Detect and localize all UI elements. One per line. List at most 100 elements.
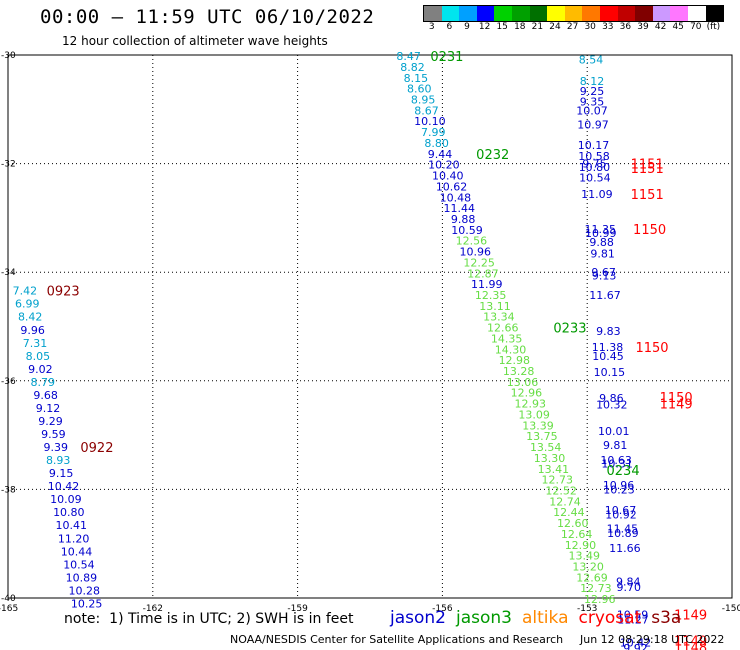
wave-height-value: 12.60	[557, 517, 589, 530]
colorbar-label: 18	[514, 22, 526, 32]
colorbar-label: 24	[549, 22, 561, 32]
pass-time-label: 1150	[633, 223, 666, 238]
colorbar-swatch	[705, 6, 724, 21]
colorbar-swatch	[476, 6, 495, 21]
lat-tick-label: -32	[1, 160, 16, 170]
lat-tick-label: -40	[1, 594, 16, 604]
wave-height-value: 10.54	[579, 172, 611, 185]
wave-height-value: 8.15	[404, 72, 429, 85]
colorbar-swatch	[582, 6, 600, 21]
wave-height-value: 8.12	[580, 75, 605, 88]
wave-height-value: 9.86	[599, 392, 624, 405]
colorbar-label: 45	[672, 22, 684, 32]
wave-height-value: 10.17	[578, 139, 610, 152]
wave-height-value: 9.15	[49, 467, 74, 480]
wave-height-value: 12.96	[511, 387, 543, 400]
wave-height-value: 12.66	[487, 322, 519, 335]
wave-height-value: 9.25	[580, 85, 605, 98]
wave-height-value: 9.35	[580, 96, 605, 109]
colorbar-swatch	[635, 6, 653, 21]
wave-height-value: 12.44	[553, 506, 585, 519]
pass-time-label: 1149	[674, 608, 707, 623]
lon-tick-label: -150	[722, 604, 740, 614]
wave-height-value: 11.45	[607, 522, 639, 535]
wave-height-value: 14.30	[495, 343, 527, 356]
wave-height-value: 12.90	[565, 539, 597, 552]
legend-item-altika: altika	[522, 608, 569, 628]
wave-height-value: 13.28	[503, 365, 535, 378]
lon-tick-label: -162	[143, 604, 163, 614]
pass-time-label: 1151	[631, 188, 664, 203]
wave-height-value: 9.75	[582, 158, 607, 171]
wave-height-value: 10.32	[596, 399, 628, 412]
wave-height-value: 11.44	[444, 202, 476, 215]
wave-height-value: 10.89	[607, 527, 639, 540]
pass-time-label: 0233	[553, 322, 586, 337]
pass-time-label: 1151	[631, 158, 664, 173]
colorbar-swatch	[424, 6, 442, 21]
wave-height-value: 13.06	[507, 376, 539, 389]
wave-height-value: 9.44	[428, 148, 453, 161]
wave-height-value: 9.96	[20, 324, 45, 337]
wave-height-value: 9.02	[28, 363, 53, 376]
legend-item-jason3: jason3	[456, 608, 512, 628]
wave-height-value: 8.05	[26, 350, 51, 363]
colorbar-label: 9	[464, 22, 470, 32]
wave-height-value: 13.30	[534, 452, 566, 465]
wave-height-value: 11.38	[592, 341, 624, 354]
wave-height-value: 12.93	[514, 398, 546, 411]
wave-height-value: 10.31	[601, 457, 633, 470]
pass-time-label: 0234	[607, 464, 640, 479]
pass-time-label: 0232	[476, 148, 509, 163]
wave-height-value: 8.79	[31, 376, 56, 389]
colorbar-swatch	[617, 6, 636, 21]
wave-height-value: 10.10	[414, 115, 446, 128]
wave-height-value: 13.54	[530, 441, 562, 454]
wave-height-value: 10.25	[71, 597, 103, 610]
wave-height-value: 10.01	[598, 425, 630, 438]
wave-height-value: 9.13	[592, 269, 617, 282]
wave-height-value: 9.83	[596, 325, 621, 338]
wave-height-value: 10.42	[620, 637, 652, 650]
wave-height-value: 12.25	[463, 256, 495, 269]
wave-height-value: 12.73	[542, 474, 574, 487]
wave-height-value: 12.64	[561, 528, 593, 541]
wave-height-value: 9.59	[41, 428, 66, 441]
colorbar-label: 6	[446, 22, 453, 32]
colorbar-swatch	[564, 6, 583, 21]
wave-height-value: 11.27	[617, 614, 649, 627]
pass-time-label: 1150	[635, 341, 668, 356]
wave-height-value: 10.62	[436, 180, 468, 193]
wave-height-value: 12.73	[580, 582, 612, 595]
wave-height-value: 9.12	[36, 402, 61, 415]
wave-height-value: 10.41	[55, 519, 87, 532]
wave-height-value: 13.34	[483, 311, 515, 324]
wave-height-value: 13.11	[479, 300, 511, 313]
wave-height-value: 13.39	[522, 419, 554, 432]
wave-height-value: 10.44	[61, 545, 93, 558]
colorbar-label: 36	[619, 22, 632, 32]
wave-height-value: 11.99	[471, 278, 503, 291]
wave-height-value: 10.89	[66, 571, 98, 584]
colorbar-label: 12	[478, 22, 491, 32]
wave-height-value: 10.80	[579, 161, 611, 174]
wave-height-value: 8.42	[18, 311, 43, 324]
wave-height-value: 10.48	[440, 191, 472, 204]
wave-height-value: 10.58	[578, 150, 610, 163]
colorbar-swatch	[670, 6, 688, 21]
wave-height-value: 13.09	[518, 408, 550, 421]
legend-item-s3a: s3a	[651, 608, 682, 628]
pass-time-label: 1150	[660, 391, 693, 406]
colorbar-label: 30	[584, 22, 596, 32]
wave-height-value: 10.23	[603, 483, 635, 496]
wave-height-value: 11.20	[58, 532, 90, 545]
wave-height-value: 9.67	[591, 266, 616, 279]
wave-height-value: 9.70	[616, 581, 641, 594]
wave-height-value: 10.67	[605, 504, 637, 517]
wave-height-value: 10.54	[63, 558, 95, 571]
colorbar-label: 21	[531, 22, 544, 32]
wave-height-value: 9.84	[616, 576, 641, 589]
wave-height-value: 10.59	[451, 224, 483, 237]
wave-height-value: 10.63	[600, 454, 632, 467]
wave-height-value: 12.69	[576, 571, 608, 584]
